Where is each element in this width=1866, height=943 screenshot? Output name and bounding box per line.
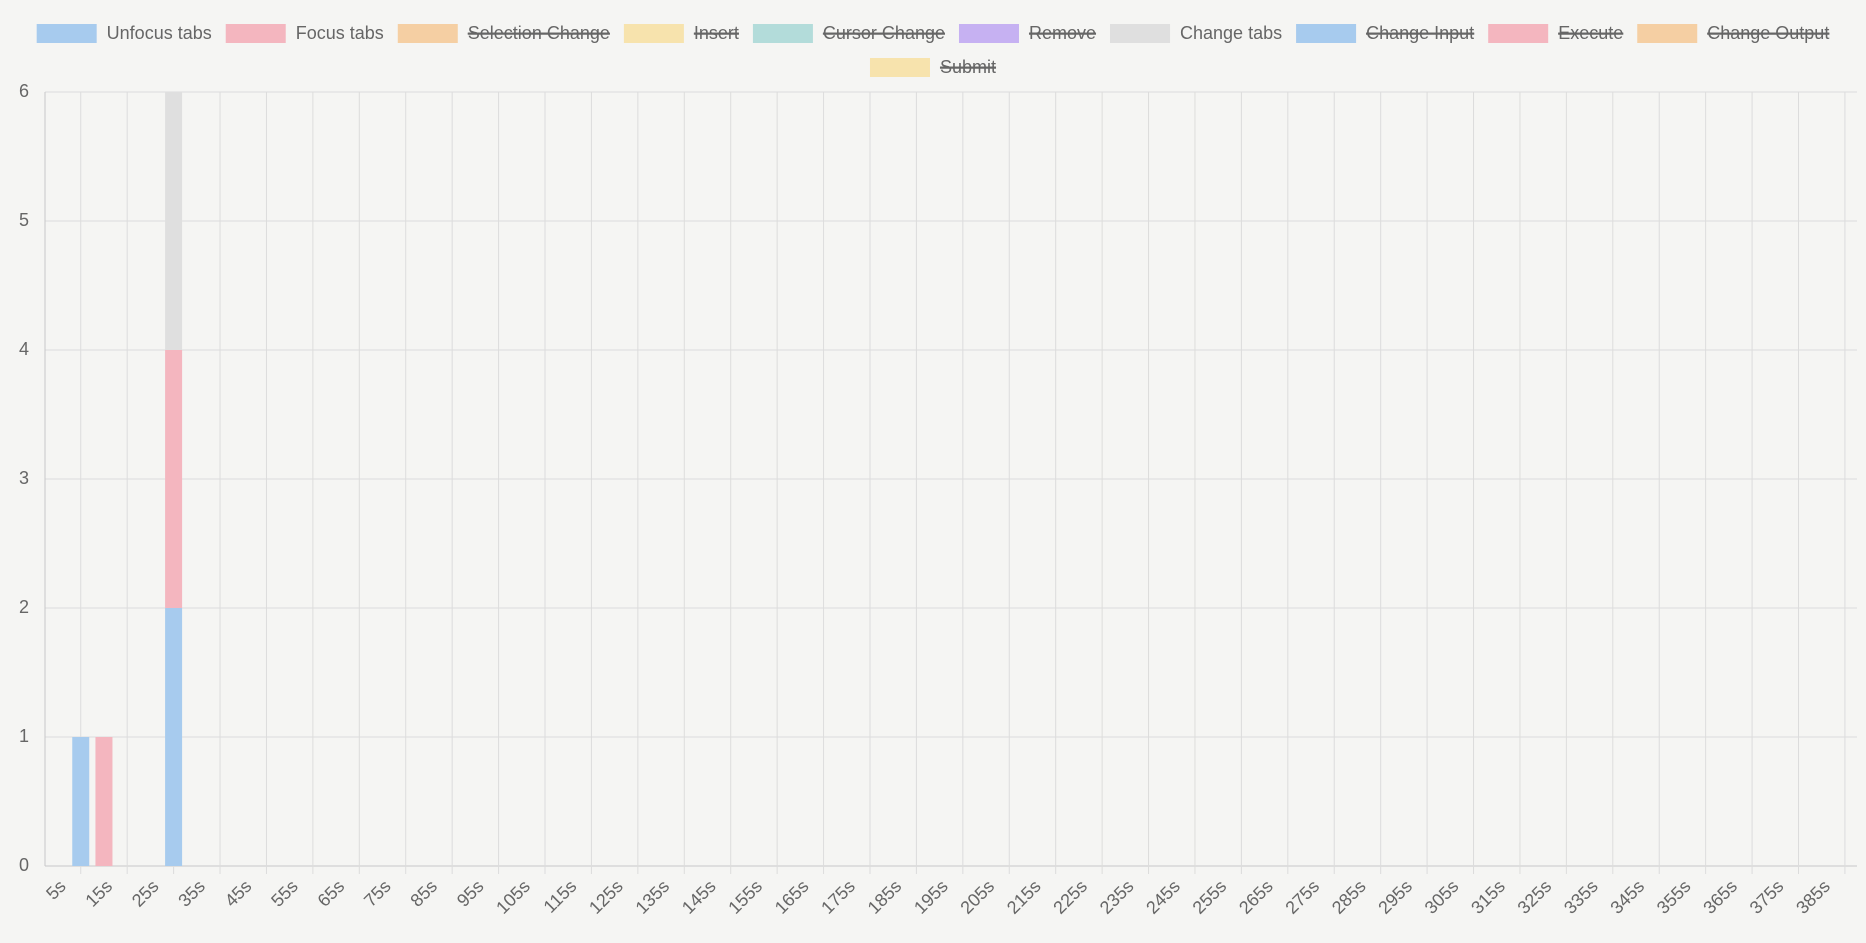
legend-label: Change Output [1707, 23, 1829, 43]
x-tick-label: 105s [492, 876, 534, 918]
x-tick-label: 85s [406, 876, 441, 911]
legend-item[interactable]: Remove [958, 23, 1097, 43]
x-tick-label: 315s [1467, 876, 1509, 918]
x-tick-label: 155s [724, 876, 766, 918]
bar [165, 92, 183, 350]
x-tick-label: 385s [1792, 876, 1834, 918]
y-tick-label: 3 [19, 468, 29, 488]
x-tick-label: 195s [910, 876, 952, 918]
x-tick-label: 255s [1189, 876, 1231, 918]
legend-label: Selection Change [468, 23, 610, 43]
legend-swatch [869, 58, 930, 77]
legend-item[interactable]: Change tabs [1110, 23, 1282, 43]
x-tick-label: 265s [1235, 876, 1277, 918]
x-tick-label: 45s [221, 876, 256, 911]
x-tick-label: 205s [956, 876, 998, 918]
legend-label: Remove [1029, 23, 1096, 43]
legend-item[interactable]: Selection Change [397, 23, 610, 43]
x-tick-label: 215s [1003, 876, 1045, 918]
legend-swatch [752, 24, 813, 43]
y-tick-label: 0 [19, 855, 29, 875]
legend-swatch [1488, 24, 1549, 43]
bar [95, 737, 113, 866]
x-tick-label: 5s [42, 876, 70, 904]
legend-item[interactable]: Cursor Change [752, 23, 945, 43]
x-tick-label: 65s [314, 876, 349, 911]
legend-item[interactable]: Insert [623, 23, 739, 43]
x-tick-label: 55s [267, 876, 302, 911]
x-tick-label: 355s [1653, 876, 1695, 918]
legend-label: Insert [694, 23, 739, 43]
x-tick-label: 35s [174, 876, 209, 911]
x-tick-label: 225s [1049, 876, 1091, 918]
legend-swatch [397, 24, 458, 43]
x-tick-label: 25s [128, 876, 163, 911]
legend-swatch [1637, 24, 1698, 43]
y-tick-label: 6 [19, 81, 29, 101]
legend-label: Cursor Change [823, 23, 945, 43]
x-tick-label: 245s [1142, 876, 1184, 918]
legend-label: Execute [1558, 23, 1623, 43]
legend-item[interactable]: Submit [869, 57, 997, 77]
legend-item[interactable]: Execute [1488, 23, 1624, 43]
x-tick-label: 305s [1421, 876, 1463, 918]
x-tick-label: 325s [1514, 876, 1556, 918]
x-tick-label: 135s [632, 876, 674, 918]
y-tick-label: 5 [19, 210, 29, 230]
x-tick-label: 285s [1328, 876, 1370, 918]
legend-swatch [36, 24, 97, 43]
legend-swatch [1296, 24, 1357, 43]
legend-item[interactable]: Focus tabs [225, 23, 384, 43]
x-tick-label: 175s [817, 876, 859, 918]
legend: Unfocus tabs Focus tabs Selection Change In… [36, 23, 1830, 77]
legend-item[interactable]: Change Output [1637, 23, 1830, 43]
x-tick-label: 275s [1281, 876, 1323, 918]
bar [165, 608, 183, 866]
bar [165, 350, 183, 608]
x-tick-label: 95s [453, 876, 488, 911]
legend-swatch [623, 24, 684, 43]
x-tick-label: 335s [1560, 876, 1602, 918]
x-tick-label: 75s [360, 876, 395, 911]
x-tick-label: 15s [81, 876, 116, 911]
x-tick-label: 115s [540, 876, 581, 917]
y-tick-label: 1 [19, 726, 29, 746]
x-tick-label: 185s [864, 876, 906, 918]
legend-item[interactable]: Change Input [1296, 23, 1475, 43]
bar [72, 737, 90, 866]
x-tick-label: 165s [771, 876, 813, 918]
legend-swatch [1110, 24, 1171, 43]
x-tick-label: 365s [1699, 876, 1741, 918]
legend-label: Change tabs [1180, 23, 1282, 43]
legend-swatch [225, 24, 286, 43]
x-tick-label: 295s [1374, 876, 1416, 918]
x-tick-label: 375s [1746, 876, 1788, 918]
x-tick-label: 145s [678, 876, 720, 918]
legend-label: Change Input [1366, 23, 1474, 43]
legend-label: Focus tabs [296, 23, 384, 43]
legend-item[interactable]: Unfocus tabs [36, 23, 212, 43]
legend-swatch [958, 24, 1019, 43]
legend-label: Submit [940, 57, 996, 77]
legend-label: Unfocus tabs [107, 23, 212, 43]
y-tick-label: 4 [19, 339, 29, 359]
x-tick-label: 235s [1096, 876, 1138, 918]
y-tick-label: 2 [19, 597, 29, 617]
x-tick-label: 345s [1606, 876, 1648, 918]
x-tick-label: 125s [585, 876, 627, 918]
